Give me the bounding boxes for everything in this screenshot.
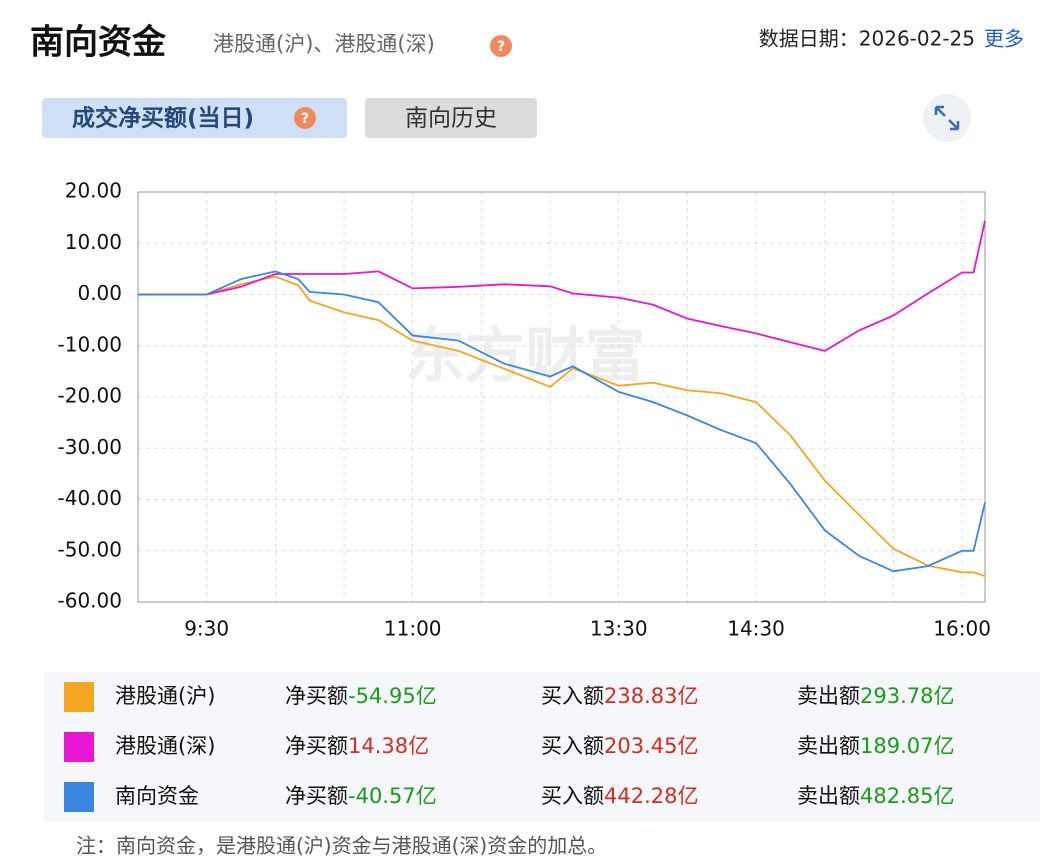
- legend-name: 南向资金: [115, 784, 199, 808]
- expand-button[interactable]: [923, 94, 971, 142]
- x-tick-label: 9:30: [184, 617, 229, 641]
- y-tick-label: -60.00: [58, 589, 122, 613]
- field-value: 14.38亿: [348, 734, 429, 758]
- y-tick-label: 10.00: [65, 230, 122, 254]
- y-tick-label: -10.00: [58, 332, 122, 356]
- legend-name: 港股通(沪): [115, 684, 215, 708]
- field-value: 442.28亿: [604, 784, 698, 808]
- y-tick-label: -40.00: [58, 486, 122, 510]
- expand-icon: [934, 105, 960, 131]
- field-label: 净买额: [285, 734, 348, 758]
- x-tick-label: 16:00: [933, 617, 991, 641]
- field-label: 净买额: [285, 784, 348, 808]
- subtitle: 港股通(沪)、港股通(深): [213, 32, 435, 56]
- tab-label[interactable]: 成交净买额(当日): [72, 105, 254, 132]
- field-label: 卖出额: [797, 784, 860, 808]
- plot-frame: [137, 191, 986, 603]
- field-value: 238.83亿: [604, 684, 698, 708]
- y-tick-label: -50.00: [58, 537, 122, 561]
- help-icon[interactable]: [490, 35, 512, 57]
- tab-label[interactable]: 南向历史: [405, 106, 497, 132]
- legend-field: 买入额238.83亿: [541, 684, 698, 708]
- legend-name: 港股通(深): [115, 734, 215, 758]
- x-tick-label: 14:30: [727, 617, 785, 641]
- tab-active[interactable]: [42, 98, 347, 138]
- field-value: -40.57亿: [348, 784, 437, 808]
- field-value: -54.95亿: [348, 684, 437, 708]
- y-tick-label: -20.00: [58, 384, 122, 408]
- y-tick-label: 20.00: [65, 179, 122, 203]
- legend-field: 买入额442.28亿: [541, 784, 698, 808]
- date-label: 数据日期：2026-02-25: [759, 27, 975, 51]
- legend-field: 净买额14.38亿: [285, 734, 429, 758]
- field-label: 卖出额: [797, 734, 860, 758]
- series-line: [138, 270, 986, 573]
- field-label: 买入额: [541, 784, 604, 808]
- legend-swatch: [64, 782, 94, 812]
- y-tick-label: -30.00: [58, 435, 122, 459]
- field-value: 189.07亿: [860, 734, 954, 758]
- field-value: 203.45亿: [604, 734, 698, 758]
- x-tick-label: 11:00: [384, 617, 442, 641]
- legend-swatch: [64, 682, 94, 712]
- help-icon[interactable]: [294, 107, 316, 129]
- legend-field: 净买额-40.57亿: [285, 784, 437, 808]
- field-label: 买入额: [541, 734, 604, 758]
- x-tick-label: 13:30: [590, 617, 648, 641]
- legend-field: 净买额-54.95亿: [285, 684, 437, 708]
- field-label: 卖出额: [797, 684, 860, 708]
- series-line: [138, 220, 986, 352]
- legend-field: 卖出额189.07亿: [797, 734, 954, 758]
- field-label: 买入额: [541, 684, 604, 708]
- help-icon-mark: ?: [301, 111, 309, 127]
- help-icon-mark: ?: [497, 39, 505, 55]
- legend-field: 卖出额293.78亿: [797, 684, 954, 708]
- legend-field: 买入额203.45亿: [541, 734, 698, 758]
- tab[interactable]: [365, 98, 537, 138]
- field-label: 净买额: [285, 684, 348, 708]
- note: 注：南向资金，是港股通(沪)资金与港股通(深)资金的加总。: [76, 834, 607, 858]
- legend-field: 卖出额482.85亿: [797, 784, 954, 808]
- series-line: [138, 275, 986, 577]
- title: 南向资金: [30, 23, 167, 63]
- legend-swatch: [64, 732, 94, 762]
- y-tick-label: 0.00: [77, 281, 122, 305]
- legend-panel: [44, 672, 1040, 822]
- field-value: 293.78亿: [860, 684, 954, 708]
- more-link[interactable]: 更多: [984, 27, 1024, 51]
- field-value: 482.85亿: [860, 784, 954, 808]
